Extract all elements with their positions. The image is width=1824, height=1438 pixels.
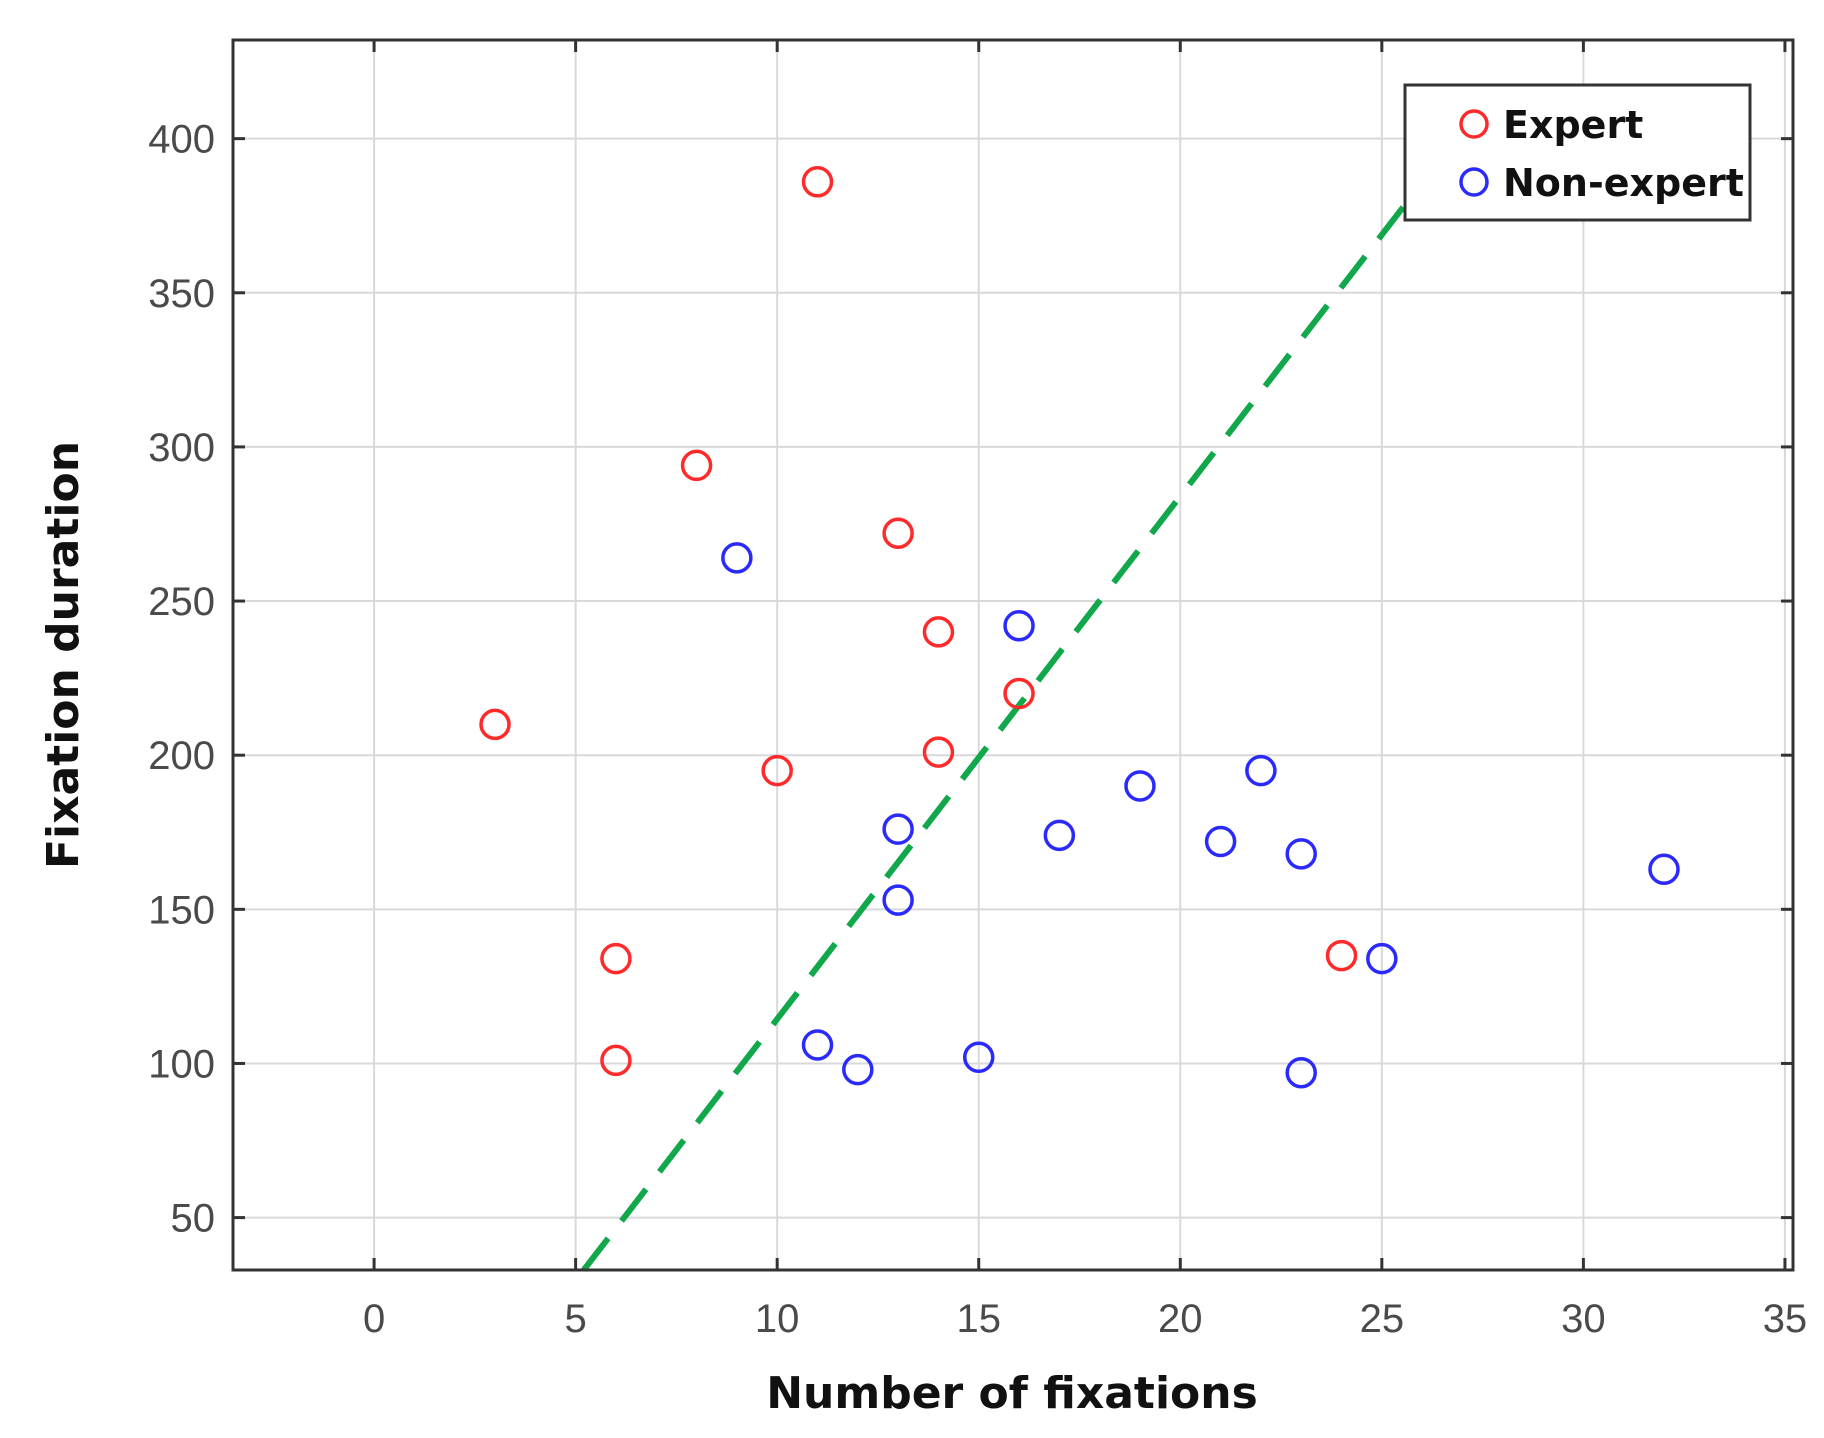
legend-label-expert: Expert (1503, 103, 1643, 147)
tick-labels: 0 5 10 15 20 25 30 35 50 100 150 200 250 300 350 400 (148, 118, 1807, 1341)
point-non-expert (801, 1029, 834, 1061)
x-tick-label: 35 (1763, 1297, 1808, 1341)
point-expert (600, 942, 632, 975)
point-non-expert (721, 542, 753, 574)
point-expert (680, 449, 713, 482)
y-tick-label: 250 (148, 580, 215, 624)
legend-marker-non-expert (1459, 167, 1489, 197)
point-non-expert (1285, 838, 1317, 870)
point-expert (600, 1044, 632, 1077)
point-expert (801, 166, 834, 198)
point-non-expert (1245, 754, 1277, 787)
x-tick-label: 25 (1360, 1297, 1405, 1341)
x-tick-label: 15 (956, 1297, 1001, 1341)
point-expert (882, 517, 914, 549)
y-axis-title: Fixation duration (38, 441, 89, 869)
point-non-expert (882, 884, 914, 916)
point-non-expert (842, 1053, 874, 1086)
y-tick-label: 100 (148, 1042, 215, 1086)
x-axis-title: Number of fixations (766, 1368, 1258, 1419)
legend-marker-expert (1459, 109, 1489, 139)
data-points (479, 166, 1680, 1089)
point-non-expert (1285, 1056, 1317, 1089)
point-expert (1325, 939, 1358, 972)
decision-line (581, 201, 1409, 1272)
y-tick-label: 50 (171, 1197, 216, 1241)
point-expert (761, 754, 793, 787)
y-tick-label: 300 (148, 426, 215, 470)
point-non-expert (1043, 819, 1076, 852)
point-non-expert (962, 1041, 995, 1074)
point-expert (1003, 677, 1035, 710)
point-non-expert (882, 813, 914, 845)
axis-ticks (233, 40, 1793, 1270)
point-non-expert (1124, 770, 1156, 802)
plot-background (233, 40, 1793, 1270)
y-tick-label: 150 (148, 888, 215, 932)
point-non-expert (1204, 825, 1237, 858)
x-tick-label: 30 (1561, 1297, 1606, 1341)
grid (233, 40, 1793, 1270)
x-tick-label: 10 (755, 1297, 800, 1341)
y-tick-label: 200 (148, 734, 215, 778)
x-tick-label: 0 (363, 1297, 385, 1341)
plot-frame (231, 38, 1795, 1272)
y-tick-label: 350 (148, 272, 215, 316)
y-tick-label: 400 (148, 118, 215, 162)
point-non-expert (1366, 942, 1398, 975)
point-expert (922, 736, 955, 768)
point-non-expert (1003, 609, 1035, 642)
x-tick-label: 5 (565, 1297, 587, 1341)
point-expert (922, 616, 955, 648)
point-expert (479, 708, 511, 741)
x-tick-label: 20 (1158, 1297, 1203, 1341)
legend: Expert Non-expert (1403, 83, 1752, 222)
legend-label-non-expert: Non-expert (1503, 161, 1744, 205)
legend-box (1403, 83, 1752, 222)
point-non-expert (1648, 853, 1680, 885)
